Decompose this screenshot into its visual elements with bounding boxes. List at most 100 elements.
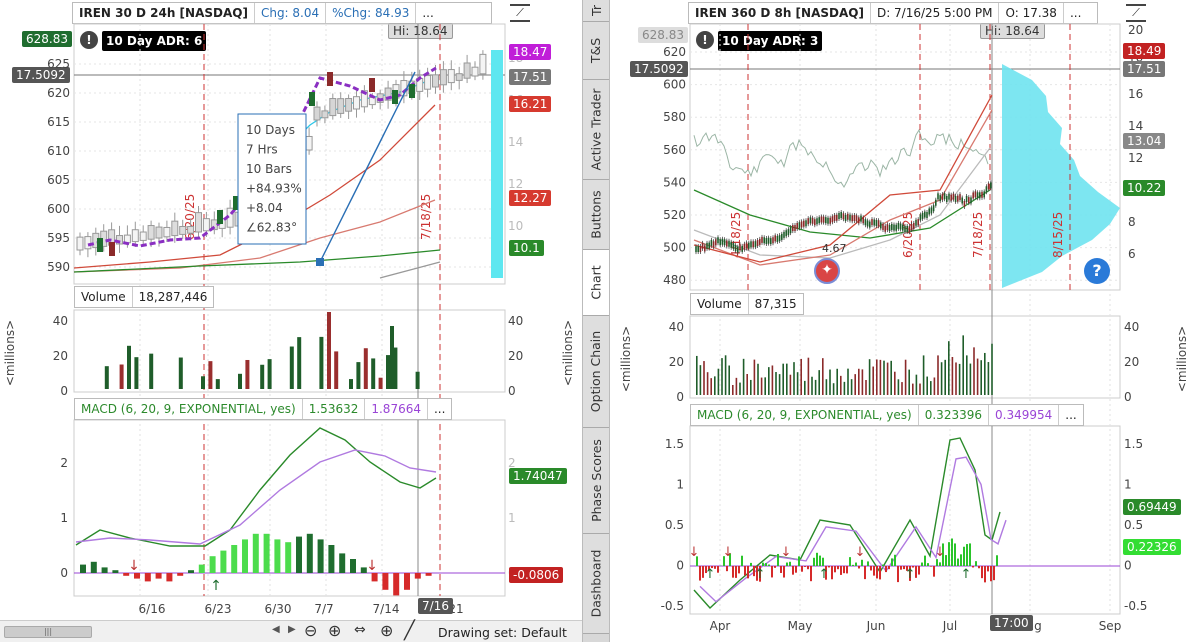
candle-body	[750, 241, 752, 248]
volume-panel-frame	[73, 309, 506, 393]
candle-body	[928, 208, 930, 215]
adr-badge-right: 10 Day ADR: 3	[718, 31, 823, 51]
date-label: D: 7/16/25 5:00 PM	[871, 3, 1000, 23]
candle-body	[712, 241, 715, 248]
macd-histogram-bar	[900, 566, 902, 570]
candle-body	[796, 223, 798, 230]
scroll-right-icon[interactable]: ▶	[288, 624, 296, 635]
macd-histogram-bar	[702, 566, 704, 578]
candle-body	[754, 241, 757, 248]
macd-histogram-bar	[263, 533, 270, 573]
candle-body	[163, 226, 171, 238]
macd-more-button[interactable]: ...	[433, 402, 446, 416]
macd-histogram-bar	[741, 555, 743, 566]
macd-tick: -0.5	[661, 599, 684, 613]
macd-histogram-bar	[404, 573, 410, 590]
candle-body	[455, 73, 463, 81]
candle-body	[384, 87, 392, 101]
candle-body-colored	[327, 72, 333, 86]
macd-histogram-bar	[732, 566, 734, 578]
high-label: Hi: 18.64	[388, 23, 453, 39]
candle-body	[974, 191, 977, 198]
sell-arrow-icon: ↓	[128, 558, 140, 574]
macd-histogram-bar	[825, 566, 827, 580]
right-chart-canvas[interactable]: 620600580560540520500480201816141210864/…	[610, 0, 1196, 642]
tab-buttons[interactable]: Buttons	[583, 180, 609, 250]
right-chart-pane[interactable]: IREN 360 D 8h [NASDAQ] D: 7/16/25 5:00 P…	[610, 0, 1196, 642]
macd-more-button-right[interactable]: ...	[1065, 408, 1077, 422]
horizontal-scrollbar[interactable]: |||	[4, 626, 92, 638]
tab-tr[interactable]: Tr	[583, 0, 609, 22]
drawing-tool-icon-right[interactable]: ⟋	[1126, 4, 1146, 22]
candle-body	[884, 225, 886, 232]
left-chart-pane[interactable]: IREN 30 D 24h [NASDAQ] Chg: 8.04 %Chg: 8…	[0, 0, 582, 642]
crosshair-price-tag-right: 17.5092	[630, 61, 688, 77]
macd-histogram-bar	[840, 566, 842, 575]
candle-body	[849, 214, 851, 221]
sell-arrow-icon: ↓	[366, 558, 378, 574]
macd-tick: 0.5	[665, 518, 684, 532]
macd-histogram-bar	[252, 533, 259, 573]
price-tick-left: 625	[47, 57, 70, 71]
tab-dashboard[interactable]: Dashboard	[583, 534, 609, 634]
candle-body	[976, 192, 979, 199]
info-icon-right[interactable]: !	[696, 31, 714, 49]
tab-chart[interactable]: Chart	[583, 250, 609, 316]
candle-body	[924, 211, 926, 218]
candle-body	[737, 246, 739, 253]
volume-bar	[840, 375, 842, 395]
macd-histogram-bar	[360, 567, 367, 573]
volume-bar	[757, 363, 759, 395]
macd-histogram-bar	[220, 550, 227, 573]
draw-line-icon[interactable]: ╱	[404, 620, 415, 641]
candle-body	[353, 96, 360, 110]
price-tick-left: 615	[47, 115, 70, 129]
crosshair-icon[interactable]: ⊕	[380, 621, 394, 640]
candle-body	[957, 195, 959, 202]
symbol-label-right[interactable]: IREN 360 D 8h [NASDAQ]	[689, 3, 871, 23]
tab-time-and-sales[interactable]: T&S	[583, 22, 609, 80]
macd-tick-right: 1.5	[1124, 437, 1143, 451]
macd-histogram-bar	[756, 566, 758, 581]
tab-option-chain[interactable]: Option Chain	[583, 316, 609, 428]
pan-icon[interactable]: ⇔	[354, 622, 366, 638]
tab-phase-scores[interactable]: Phase Scores	[583, 428, 609, 534]
candle-body	[985, 186, 988, 193]
left-chart-canvas[interactable]: 62562061561060560059559018161412106/20/2…	[0, 0, 582, 642]
macd-tick-right: 0	[1124, 559, 1132, 573]
macd-histogram-bar	[903, 566, 905, 570]
info-icon[interactable]: !	[80, 31, 98, 49]
volume-bar	[836, 368, 838, 395]
more-button[interactable]: ...	[422, 6, 434, 20]
symbol-label[interactable]: IREN 30 D 24h [NASDAQ]	[73, 3, 255, 23]
drawing-set-label[interactable]: Drawing set: Default	[438, 625, 567, 640]
tab-active-trader[interactable]: Active Trader	[583, 80, 609, 180]
price-tag-right: 13.04	[1123, 133, 1166, 149]
help-icon[interactable]: ?	[1084, 258, 1110, 284]
zoom-out-icon[interactable]: ⊖	[304, 621, 318, 640]
more-button-right[interactable]: ...	[1069, 6, 1082, 20]
volume-tick: 40	[669, 320, 684, 334]
buy-arrow-icon: ↑	[210, 578, 222, 594]
candle-body	[904, 225, 906, 232]
candle-body	[910, 224, 913, 231]
candle-body	[948, 193, 950, 200]
candle-body	[840, 212, 842, 219]
macd-histogram-bar	[864, 566, 866, 580]
scroll-left-icon[interactable]: ◀	[272, 624, 280, 635]
candle-body	[932, 205, 935, 212]
volume-bar	[215, 379, 220, 389]
macd-histogram-bar	[783, 566, 785, 578]
study-icon[interactable]: ✦	[814, 258, 840, 284]
volume-label-right: Volume	[691, 294, 749, 314]
zoom-in-icon[interactable]: ⊕	[328, 621, 342, 640]
candle-body	[187, 226, 195, 234]
macd-histogram-bar	[274, 539, 281, 573]
sell-arrow-icon: ↓	[781, 545, 792, 560]
candle-body	[139, 231, 147, 241]
drawing-tool-icon[interactable]: ⟋	[510, 4, 530, 22]
candle-body	[818, 217, 820, 224]
candle-body	[345, 98, 353, 112]
volume-bar	[297, 337, 302, 389]
macd-histogram-bar	[231, 545, 238, 573]
